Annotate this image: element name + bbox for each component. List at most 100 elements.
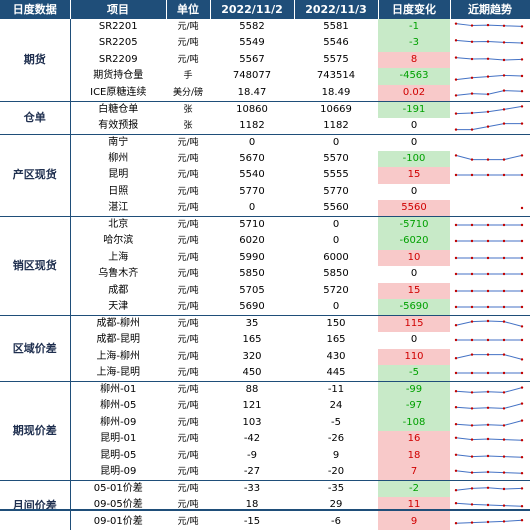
sparkline-point — [471, 372, 473, 374]
sparkline-chart — [450, 167, 530, 183]
sparkline-point — [455, 357, 457, 359]
sparkline-point — [455, 290, 457, 292]
sparkline-chart — [450, 365, 530, 381]
sparkline-point — [471, 77, 473, 79]
row-unit: 手 — [166, 68, 210, 85]
row-item: 成都-昆明 — [70, 332, 166, 349]
row-trend-sparkline — [450, 35, 530, 52]
sparkline-point — [455, 453, 457, 455]
sparkline-point — [487, 158, 489, 160]
sparkline-point — [487, 504, 489, 506]
row-value-date2: 0 — [294, 299, 378, 316]
sparkline-point — [487, 93, 489, 95]
sparkline-point — [455, 94, 457, 96]
sparkline-chart — [450, 266, 530, 282]
row-unit: 元/吨 — [166, 415, 210, 432]
sparkline-point — [521, 386, 523, 388]
row-trend-sparkline — [450, 382, 530, 399]
sparkline-point — [487, 290, 489, 292]
sparkline-point — [503, 505, 505, 507]
row-value-date1: 10860 — [210, 101, 294, 118]
sparkline-point — [503, 424, 505, 426]
row-trend-sparkline — [450, 151, 530, 168]
sparkline-point — [487, 423, 489, 425]
row-change: -191 — [378, 101, 450, 118]
sparkline-line — [456, 354, 522, 359]
row-change: -5710 — [378, 217, 450, 234]
sparkline-point — [503, 353, 505, 355]
row-trend-sparkline — [450, 85, 530, 102]
row-value-date1: 0 — [210, 200, 294, 217]
row-value-date2: 5560 — [294, 200, 378, 217]
row-value-date2: -35 — [294, 481, 378, 498]
row-change: -5 — [378, 365, 450, 382]
sparkline-point — [455, 390, 457, 392]
row-value-date2: 445 — [294, 365, 378, 382]
sparkline-point — [455, 22, 457, 24]
row-value-date1: -15 — [210, 514, 294, 530]
row-trend-sparkline — [450, 283, 530, 300]
sparkline-point — [503, 273, 505, 275]
sparkline-point — [521, 487, 523, 489]
row-change: 10 — [378, 250, 450, 267]
header-unit: 单位 — [166, 0, 210, 19]
row-trend-sparkline — [450, 250, 530, 267]
sparkline-point — [487, 125, 489, 127]
sparkline-point — [521, 472, 523, 474]
sparkline-point — [471, 455, 473, 457]
sparkline-point — [471, 391, 473, 393]
sparkline-point — [471, 521, 473, 523]
row-unit: 元/吨 — [166, 431, 210, 448]
row-item: 上海-昆明 — [70, 365, 166, 382]
row-item: 白糖仓单 — [70, 101, 166, 118]
row-value-date1: 103 — [210, 415, 294, 432]
sparkline-chart — [450, 102, 530, 118]
sparkline-point — [521, 25, 523, 27]
sparkline-chart — [450, 415, 530, 431]
row-value-date1: 320 — [210, 349, 294, 366]
sparkline-chart — [450, 250, 530, 266]
row-change: -97 — [378, 398, 450, 415]
row-value-date2: 5770 — [294, 184, 378, 201]
row-value-date2: 29 — [294, 497, 378, 514]
sparkline-point — [471, 487, 473, 489]
row-trend-sparkline — [450, 52, 530, 69]
row-unit: 元/吨 — [166, 332, 210, 349]
row-trend-sparkline — [450, 349, 530, 366]
row-value-date1: 5850 — [210, 266, 294, 283]
sparkline-point — [487, 487, 489, 489]
row-trend-sparkline — [450, 19, 530, 36]
sparkline-point — [487, 24, 489, 26]
sparkline-point — [503, 439, 505, 441]
sparkline-point — [487, 320, 489, 322]
row-item: 昆明 — [70, 167, 166, 184]
sparkline-point — [503, 122, 505, 124]
row-value-date1: 165 — [210, 332, 294, 349]
sparkline-chart — [450, 68, 530, 84]
row-value-date2: 5581 — [294, 19, 378, 36]
sparkline-point — [455, 79, 457, 81]
row-item: 乌鲁木齐 — [70, 266, 166, 283]
sparkline-point — [455, 257, 457, 259]
group-category: 产区现货 — [0, 134, 70, 217]
row-item: 有效预报 — [70, 118, 166, 135]
row-value-date1: 5770 — [210, 184, 294, 201]
row-change: -108 — [378, 415, 450, 432]
sparkline-point — [521, 419, 523, 421]
row-trend-sparkline — [450, 481, 530, 498]
row-unit: 元/吨 — [166, 349, 210, 366]
row-value-date2: 0 — [294, 233, 378, 250]
sparkline-point — [521, 207, 523, 209]
row-trend-sparkline — [450, 200, 530, 217]
sparkline-chart — [450, 283, 530, 299]
sparkline-chart — [450, 52, 530, 68]
sparkline-point — [487, 339, 489, 341]
